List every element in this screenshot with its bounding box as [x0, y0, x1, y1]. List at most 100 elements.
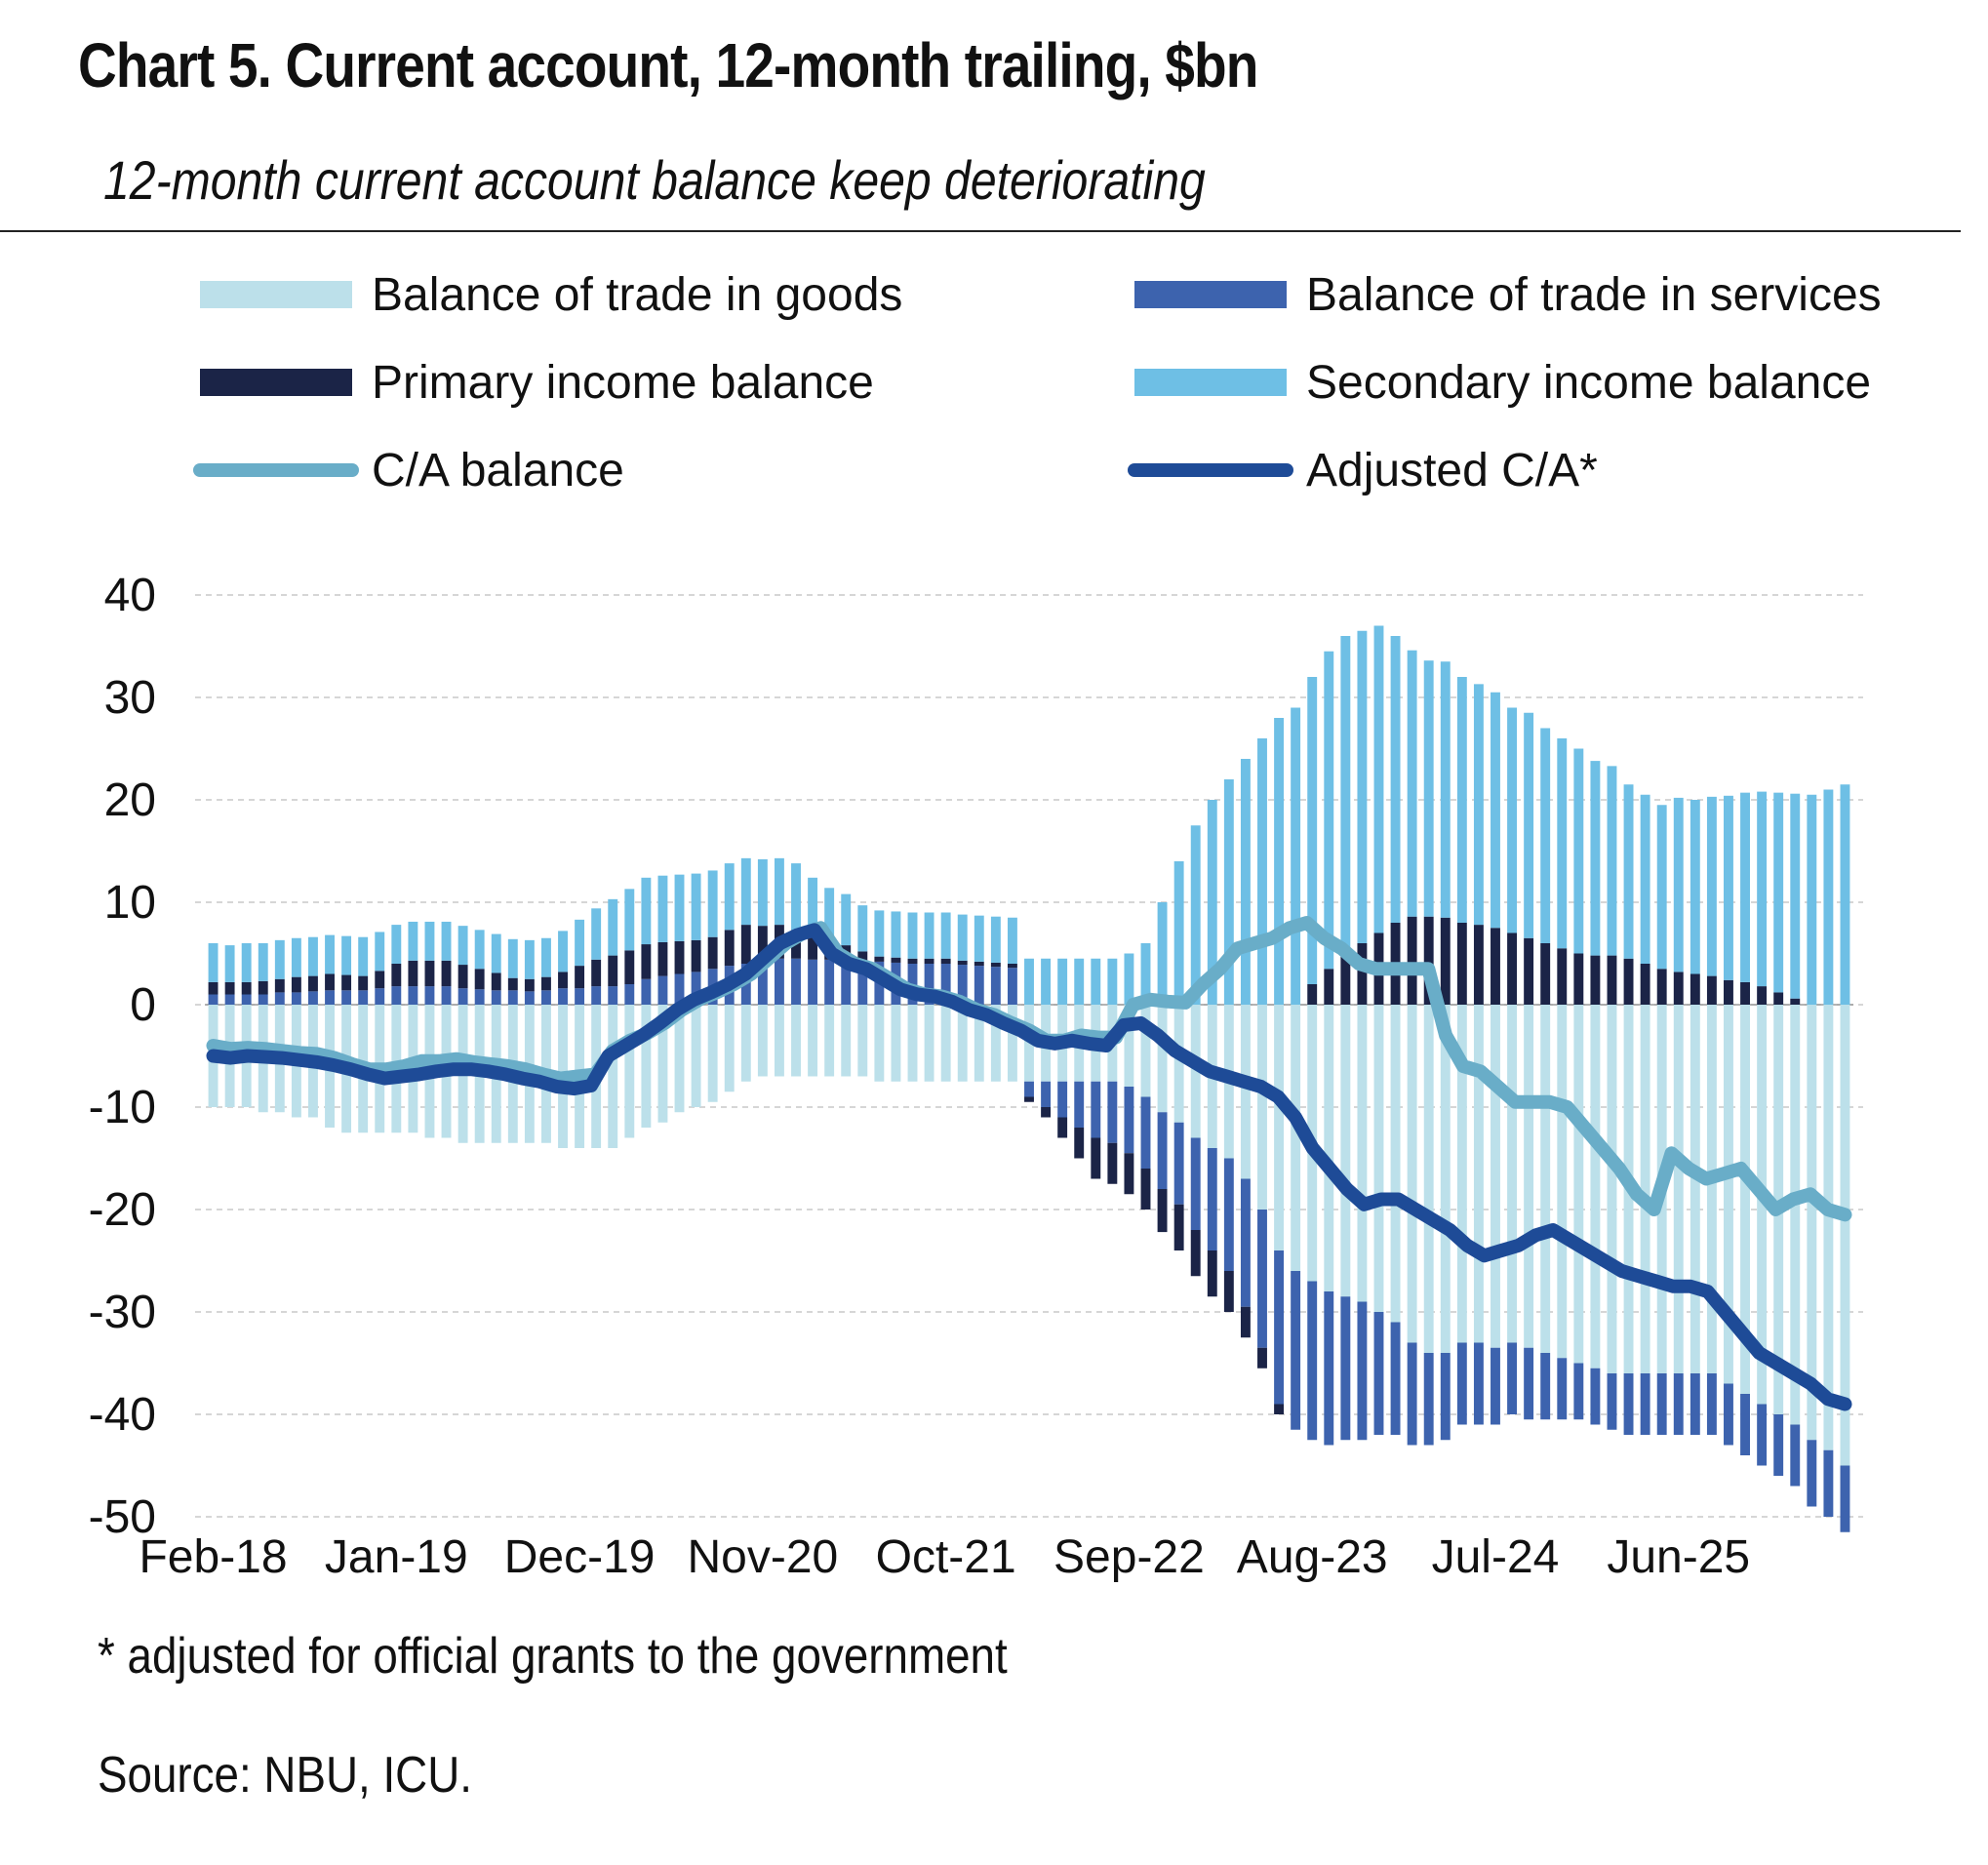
- bar-segment: [1274, 718, 1285, 1005]
- bar-segment: [691, 939, 701, 972]
- bar-segment: [1823, 1005, 1834, 1450]
- bar-segment: [1573, 748, 1584, 954]
- bar-segment: [1207, 1148, 1217, 1250]
- bar-segment: [408, 960, 418, 987]
- bar-segment: [341, 974, 352, 991]
- bar-segment: [1573, 1363, 1584, 1420]
- bar-segment: [940, 912, 951, 959]
- bar-segment: [1007, 964, 1017, 969]
- bar-segment: [1807, 1005, 1817, 1441]
- bar-segment: [1373, 1005, 1384, 1312]
- legend-swatch: [200, 281, 352, 308]
- bar-segment: [507, 977, 518, 991]
- bar-segment: [1773, 1414, 1784, 1476]
- x-axis: Feb-18 Jan-19 Dec-19 Nov-20 Oct-21 Sep-22 Aug-…: [139, 1531, 1750, 1583]
- bar-segment: [375, 988, 385, 1005]
- bar-segment: [1107, 958, 1118, 1005]
- bar-segment: [1673, 1373, 1684, 1435]
- bar-segment: [1140, 1169, 1151, 1210]
- y-axis: 40 30 20 10 0 -10 -20 -30 -40 -50: [89, 570, 156, 1543]
- bar-segment: [1524, 1005, 1534, 1348]
- bar-segment: [1757, 986, 1768, 1005]
- bar-segment: [441, 960, 452, 987]
- bar-segment: [457, 926, 468, 966]
- bar-segment: [1207, 800, 1217, 1005]
- bar-segment: [608, 1005, 618, 1148]
- bar-segment: [591, 986, 602, 1005]
- bar-segment: [1140, 943, 1151, 1005]
- bar-segment: [1173, 1122, 1184, 1205]
- bar-segment: [1757, 1005, 1768, 1405]
- bar-segment: [891, 1005, 901, 1082]
- bar-segment: [791, 958, 801, 1005]
- bar-segment: [724, 1005, 735, 1092]
- bar-segment: [824, 1005, 835, 1077]
- bar-segment: [1324, 1005, 1334, 1291]
- bar-segment: [1491, 692, 1500, 929]
- bar-segment: [1173, 861, 1184, 1005]
- bar-segment: [740, 925, 751, 964]
- bar-segment: [674, 973, 685, 1005]
- bar-segment: [308, 991, 318, 1005]
- bar-segment: [1240, 759, 1251, 1005]
- bar-segment: [624, 984, 635, 1005]
- bar-segment: [358, 936, 369, 976]
- bar-segment: [1706, 1005, 1717, 1373]
- bar-segment: [907, 1005, 918, 1082]
- bar-segment: [1173, 1005, 1184, 1123]
- bar-segment: [891, 957, 901, 963]
- y-tick-label: -20: [89, 1184, 156, 1236]
- bar-segment: [1840, 784, 1850, 1005]
- bar-segment: [424, 921, 435, 961]
- bar-segment: [857, 961, 868, 1005]
- bar-segment: [874, 910, 885, 957]
- bar-segment: [1223, 1158, 1234, 1271]
- chart-legend: Balance of trade in goods Balance of trad…: [193, 269, 1882, 496]
- bar-segment: [258, 943, 268, 981]
- bar-segment: [1291, 1271, 1301, 1430]
- bar-segment: [1790, 793, 1801, 999]
- bar-segment: [474, 989, 485, 1005]
- y-tick-label: 20: [104, 774, 156, 826]
- bar-segment: [1724, 1383, 1733, 1446]
- bar-segment: [1607, 1005, 1617, 1373]
- bar-segment: [1724, 795, 1733, 980]
- bar-segment: [808, 877, 818, 934]
- bar-segment: [224, 945, 235, 982]
- bar-segment: [924, 1005, 934, 1082]
- bar-segment: [791, 1005, 801, 1077]
- bar-segment: [657, 975, 668, 1005]
- bar-segment: [641, 877, 652, 945]
- bar-segment: [707, 1005, 718, 1102]
- bar-segment: [1456, 1005, 1467, 1343]
- bar-segment: [1291, 707, 1301, 1005]
- bar-segment: [491, 990, 501, 1005]
- y-tick-label: 10: [104, 877, 156, 929]
- bar-segment: [1423, 916, 1434, 1005]
- series-line-adjusted-c-a: [206, 923, 1852, 1411]
- bar-segment: [624, 1005, 635, 1138]
- bar-segment: [974, 1005, 984, 1082]
- bar-segment: [441, 986, 452, 1005]
- bar-segment: [1407, 1005, 1417, 1343]
- bar-segment: [507, 938, 518, 978]
- bar-segment: [1274, 1005, 1285, 1250]
- bar-segment: [291, 976, 301, 993]
- y-tick-label: -10: [89, 1082, 156, 1133]
- bar-segment: [308, 975, 318, 992]
- footnote: * adjusted for official grants to the go…: [98, 1628, 1008, 1685]
- bar-segment: [1640, 1005, 1650, 1373]
- bar-segment: [1407, 916, 1417, 1005]
- x-tick-label: Nov-20: [688, 1531, 839, 1583]
- bar-segment: [241, 994, 252, 1005]
- bar-segment: [724, 863, 735, 931]
- bar-segment: [1507, 1005, 1518, 1343]
- bar-segment: [1640, 964, 1650, 1005]
- bar-segment: [1640, 794, 1650, 964]
- bar-segment: [1307, 984, 1318, 1005]
- bar-segment: [1024, 958, 1034, 1005]
- bar-segment: [391, 986, 402, 1005]
- bar-segment: [1041, 1107, 1052, 1118]
- bar-segment: [774, 958, 784, 1005]
- bar-segment: [1373, 625, 1384, 933]
